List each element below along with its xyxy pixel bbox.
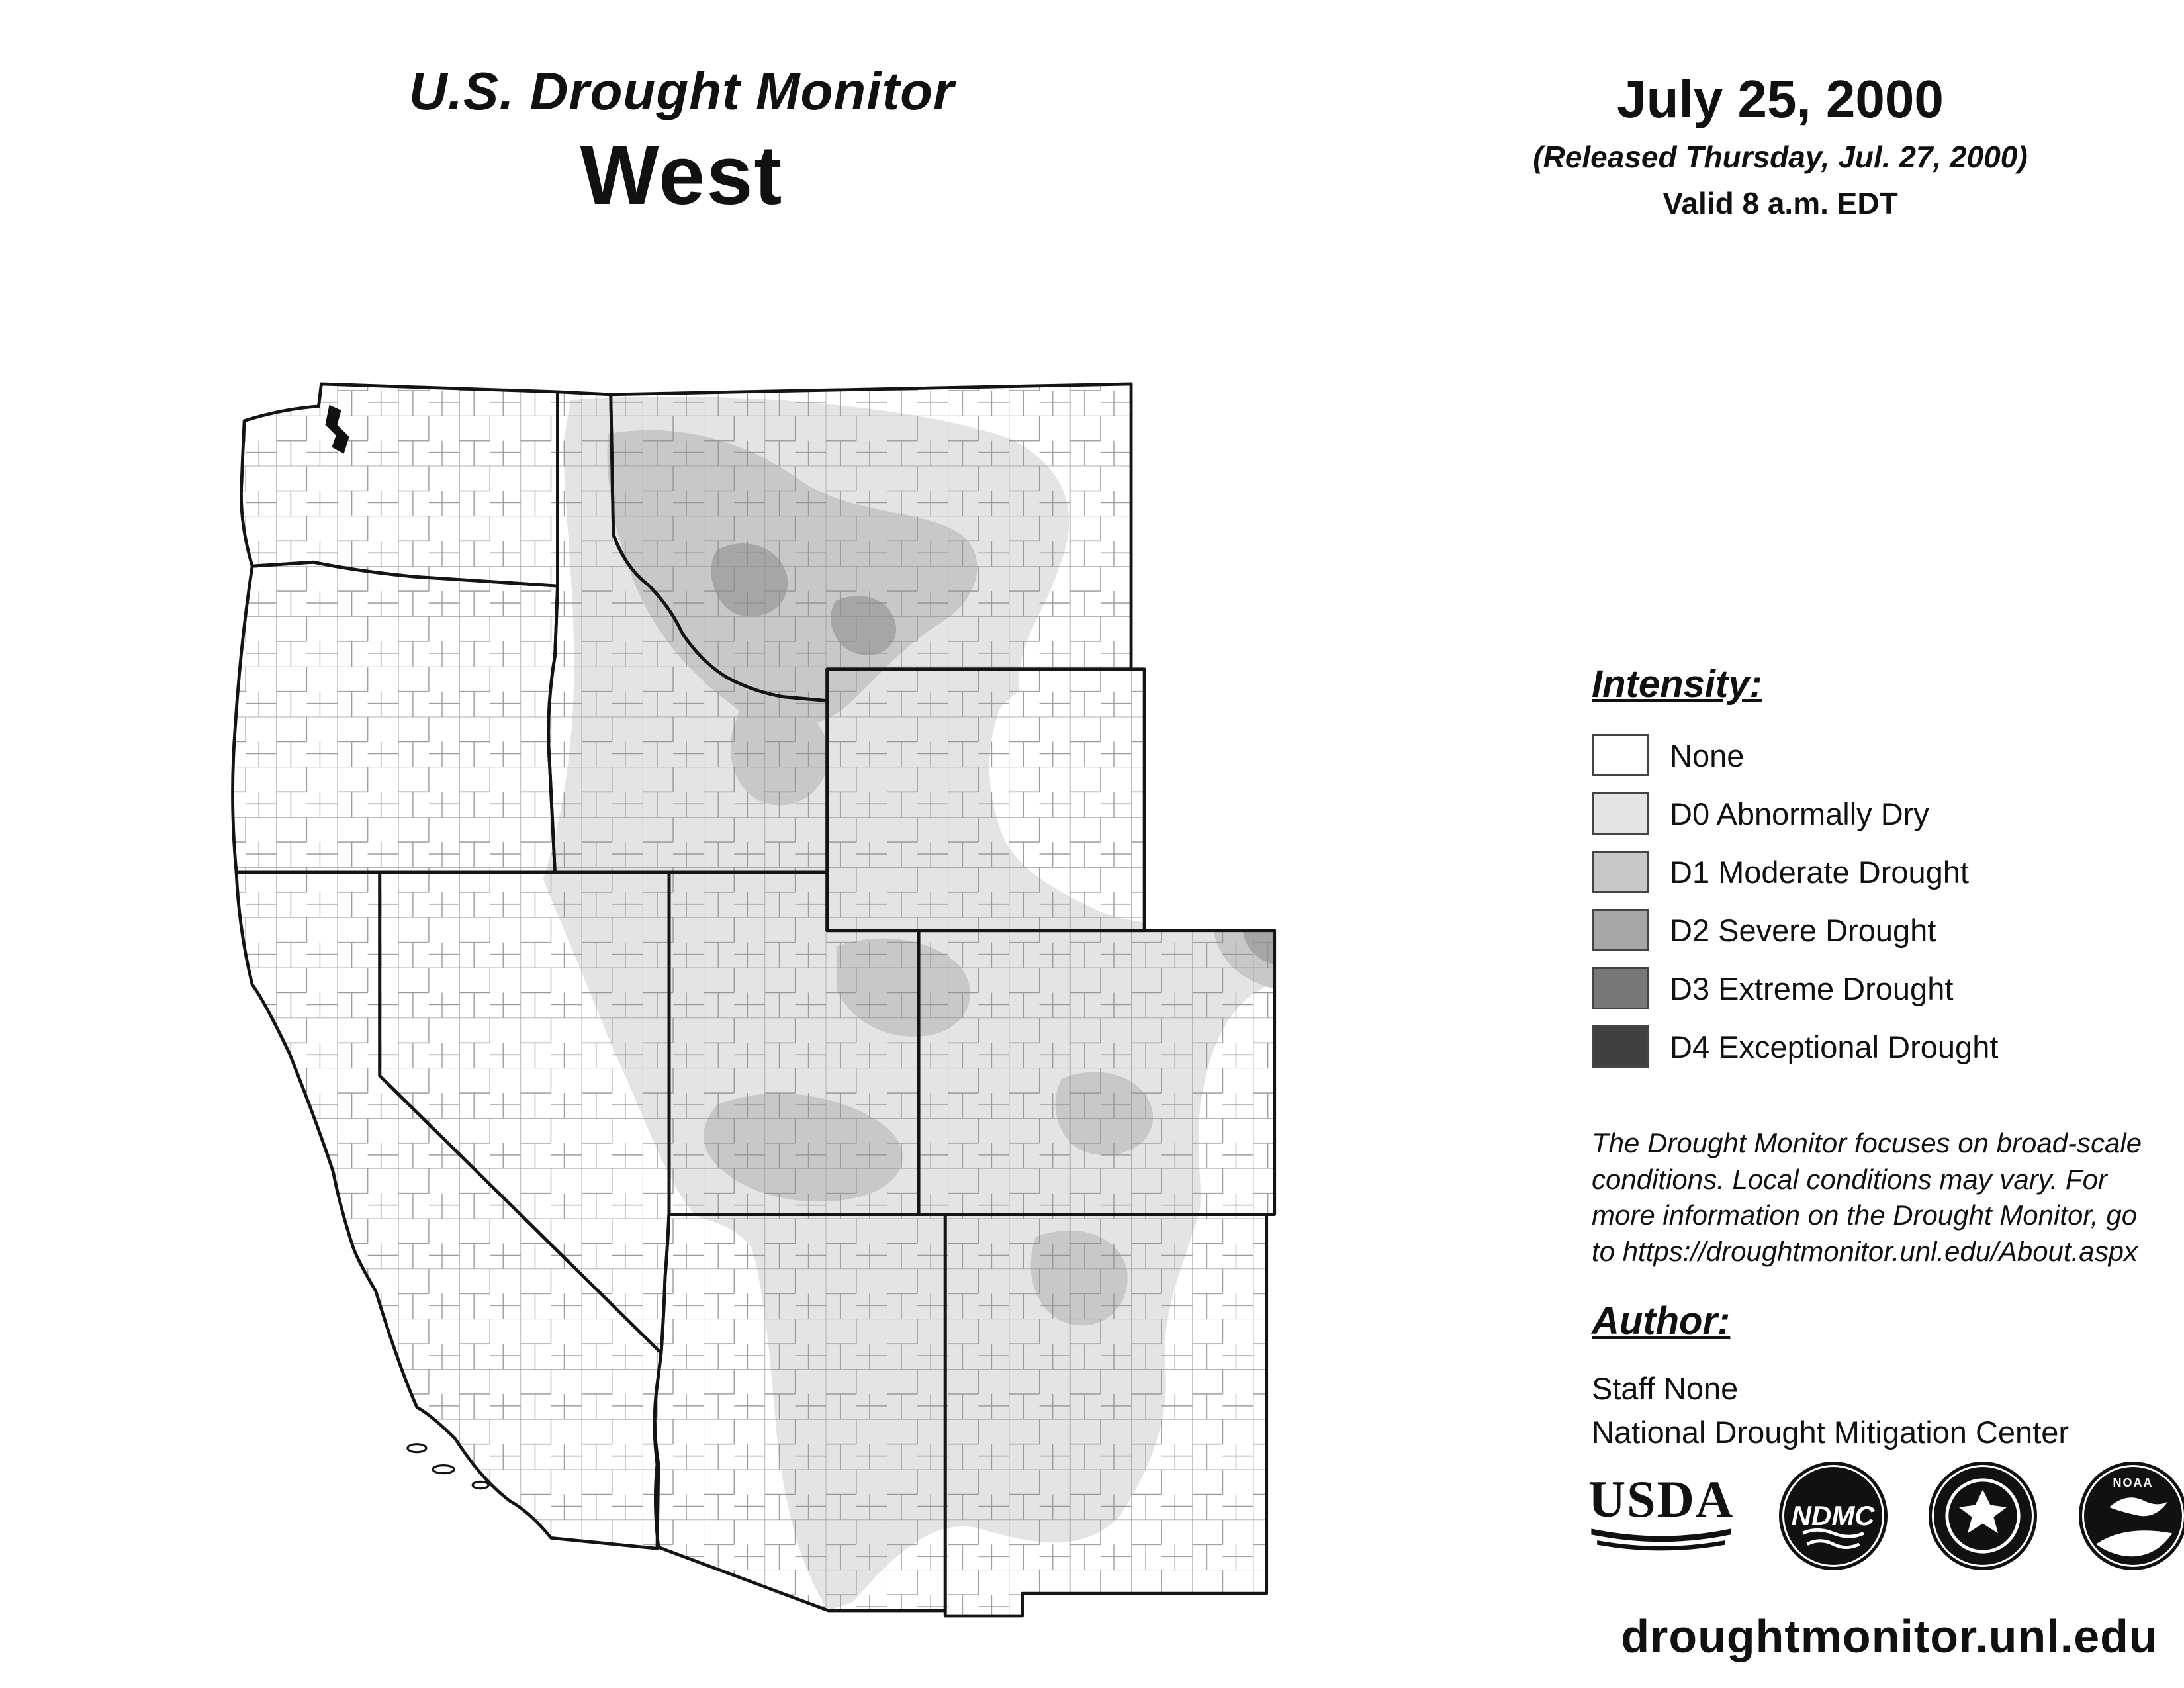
legend-row-d3: D3 Extreme Drought: [1592, 967, 2184, 1009]
valid-time: Valid 8 a.m. EDT: [1662, 186, 1898, 220]
ndmc-waves-icon: [1801, 1528, 1864, 1550]
legend-swatch-none: [1592, 734, 1649, 776]
disclaimer-text: The Drought Monitor focuses on broad-sca…: [1592, 1127, 2142, 1267]
author-heading: Author:: [1592, 1299, 1731, 1342]
state-arizona: [653, 1210, 947, 1613]
ndmc-logo: NDMC: [1778, 1462, 1888, 1570]
site-url: droughtmonitor.unl.edu: [1621, 1611, 2158, 1662]
map-date: July 25, 2000: [1617, 70, 1944, 128]
state-colorado: [917, 929, 1277, 1217]
drought-map: [215, 365, 1343, 1620]
legend-heading: Intensity:: [1592, 663, 1762, 706]
noaa-logo: NOAA: [2078, 1462, 2184, 1570]
legend-swatch-d0: [1592, 792, 1649, 835]
legend: Intensity: None D0 Abnormally Dry D1 Mod…: [1592, 662, 2184, 1084]
legend-swatch-d3: [1592, 967, 1649, 1009]
noaa-bird-icon: [2096, 1497, 2173, 1557]
legend-label-d1: D1 Moderate Drought: [1670, 854, 1969, 890]
legend-row-d2: D2 Severe Drought: [1592, 909, 2184, 951]
drought-map-svg: [231, 382, 1277, 1618]
legend-label-none: None: [1670, 737, 1745, 773]
release-date: (Released Thursday, Jul. 27, 2000): [1533, 140, 2028, 174]
region-title: West: [580, 128, 784, 222]
author-block: Author: Staff None National Drought Miti…: [1592, 1299, 2069, 1454]
title-block: U.S. Drought Monitor West: [238, 61, 1125, 223]
legend-label-d3: D3 Extreme Drought: [1670, 970, 1954, 1006]
county-grid: [232, 383, 1275, 1617]
noaa-logo-text: NOAA: [2113, 1476, 2154, 1489]
legend-label-d2: D2 Severe Drought: [1670, 912, 1936, 948]
legend-row-none: None: [1592, 734, 2184, 776]
legend-label-d4: D4 Exceptional Drought: [1670, 1029, 1999, 1064]
state-new-mexico: [943, 1213, 1269, 1618]
state-montana: [609, 382, 1133, 703]
ndmc-logo-text: NDMC: [1791, 1500, 1875, 1531]
date-block: July 25, 2000 (Released Thursday, Jul. 2…: [1430, 69, 2131, 221]
author-org: National Drought Mitigation Center: [1592, 1414, 2070, 1450]
state-california: [234, 870, 663, 1550]
author-name: Staff None: [1592, 1371, 1739, 1406]
legend-row-d4: D4 Exceptional Drought: [1592, 1025, 2184, 1068]
puget-sound: [325, 404, 349, 454]
logo-row: USDA NDMC NOAA: [1585, 1462, 2184, 1570]
commerce-eagle-icon: [1945, 1478, 2021, 1554]
legend-swatch-d1: [1592, 851, 1649, 893]
legend-label-d0: D0 Abnormally Dry: [1670, 796, 1929, 831]
usda-logo-text: USDA: [1588, 1470, 1735, 1528]
channel-islands: [406, 1443, 490, 1490]
legend-row-d0: D0 Abnormally Dry: [1592, 792, 2184, 835]
legend-swatch-d2: [1592, 909, 1649, 951]
usda-logo: USDA: [1585, 1470, 1737, 1556]
department-of-commerce-logo: [1929, 1462, 2038, 1570]
legend-row-d1: D1 Moderate Drought: [1592, 851, 2184, 893]
legend-swatch-d4: [1592, 1025, 1649, 1068]
usda-swoosh-icon: [1591, 1528, 1731, 1551]
page-title: U.S. Drought Monitor: [408, 62, 955, 120]
